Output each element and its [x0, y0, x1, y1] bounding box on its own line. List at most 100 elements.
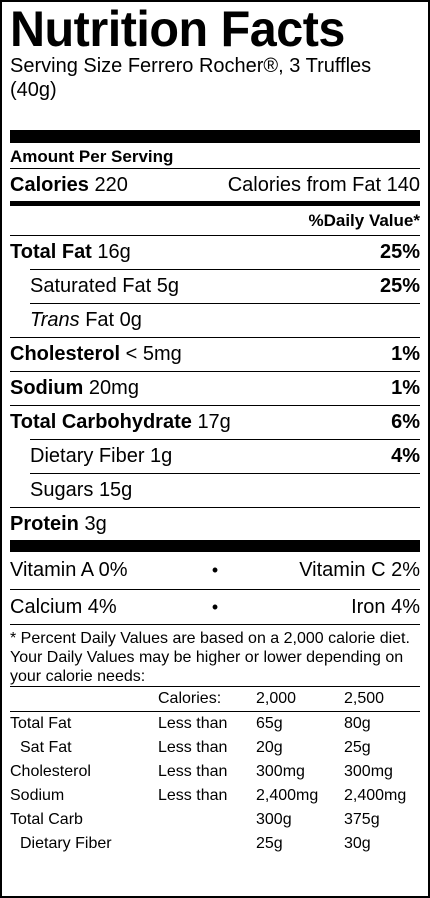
table-cell: Sodium: [10, 787, 65, 804]
vitamin-left: Vitamin A 0%: [10, 559, 128, 581]
nutrient-label: Total Fat: [10, 241, 92, 263]
calories-value: 220: [94, 173, 128, 196]
table-row: Dietary Fiber 25g 30g: [10, 832, 420, 856]
table-cell: 2,500: [344, 690, 385, 707]
table-row: Total Carb 300g 375g: [10, 808, 420, 832]
vitamin-row: Calcium 4% • Iron 4%: [10, 590, 420, 624]
divider: [10, 168, 420, 169]
calories-from-fat-cell: Calories from Fat 140: [228, 174, 420, 197]
nutrient-dv: 25%: [379, 275, 420, 297]
footnote-table: Calories: 2,000 2,500 Total Fat Less tha…: [10, 687, 420, 856]
nutrient-label: Saturated Fat: [30, 275, 152, 297]
daily-value-header-row: %Daily Value*: [10, 206, 420, 235]
nutrient-dv: 1%: [391, 377, 420, 399]
label-title: Nutrition Facts: [10, 1, 345, 57]
table-cell: 300mg: [256, 763, 305, 780]
table-cell: Less than: [158, 763, 228, 780]
vitamin-left: Calcium 4%: [10, 595, 117, 618]
nutrient-label: Sodium: [10, 377, 84, 399]
nutrient-row-protein: Protein 3g: [10, 508, 420, 540]
divider: [10, 686, 420, 687]
divider: [10, 337, 420, 338]
table-cell: 25g: [344, 739, 371, 756]
nutrient-label: Fat: [85, 309, 115, 331]
nutrient-dv: 4%: [391, 445, 420, 467]
table-cell: 2,400mg: [344, 787, 407, 804]
table-cell: 2,000: [256, 690, 297, 707]
nutrient-row-trans-fat: Trans Fat 0g: [10, 304, 420, 337]
serving-size: Serving Size Ferrero Rocher®, 3 Truffles…: [10, 55, 372, 101]
daily-value-header: %Daily Value*: [308, 210, 420, 230]
table-row: Total Fat Less than 65g 80g: [10, 712, 420, 737]
table-cell: Dietary Fiber: [20, 835, 112, 852]
nutrient-row-sugars: Sugars 15g: [10, 474, 420, 507]
nutrient-row-dietary-fiber: Dietary Fiber 1g 4%: [10, 440, 420, 473]
nutrient-label: Sugars: [30, 479, 94, 501]
table-cell: Calories:: [158, 690, 222, 707]
nutrient-label: Protein: [10, 512, 79, 535]
footnote: * Percent Daily Values are based on a 2,…: [10, 630, 410, 685]
nutrient-dv: 6%: [391, 411, 420, 433]
divider: [30, 439, 420, 440]
table-row: Sodium Less than 2,400mg 2,400mg: [10, 784, 420, 808]
thick-divider: [10, 540, 420, 552]
nutrient-value: 20mg: [88, 377, 139, 399]
thick-divider: [10, 130, 420, 143]
table-cell: [158, 808, 256, 832]
divider: [10, 589, 420, 590]
table-cell: [10, 687, 158, 712]
divider: [10, 507, 420, 508]
table-cell: 80g: [344, 715, 371, 732]
table-cell: 300g: [256, 811, 292, 828]
nutrient-value: 0g: [119, 309, 142, 331]
calories-label: Calories: [10, 173, 89, 196]
nutrient-label: Dietary Fiber: [30, 445, 145, 467]
nutrient-value: 1g: [150, 445, 173, 467]
calories-row: Calories 220 Calories from Fat 140: [10, 169, 420, 201]
table-cell: 25g: [256, 835, 283, 852]
nutrient-value: 15g: [98, 479, 133, 501]
medium-divider: [10, 201, 420, 206]
divider: [30, 303, 420, 304]
table-row: Cholesterol Less than 300mg 300mg: [10, 760, 420, 784]
nutrient-value: < 5mg: [125, 343, 182, 365]
footnote-table-header: Calories: 2,000 2,500: [10, 687, 420, 712]
table-cell: 2,400mg: [256, 787, 319, 804]
table-row: Sat Fat Less than 20g 25g: [10, 736, 420, 760]
table-cell: 300mg: [344, 763, 393, 780]
table-cell: 375g: [344, 811, 380, 828]
table-cell: Sat Fat: [20, 739, 72, 756]
divider: [10, 235, 420, 236]
table-cell: Total Fat: [10, 715, 72, 732]
nutrient-dv: 25%: [379, 241, 420, 263]
nutrient-value: 17g: [197, 411, 231, 433]
nutrient-dv: 1%: [391, 343, 420, 365]
vitamin-right: Iron 4%: [351, 595, 420, 618]
nutrient-row-saturated-fat: Saturated Fat 5g 25%: [10, 270, 420, 303]
amount-per-serving-label: Amount Per Serving: [10, 146, 174, 166]
calories-from-fat-label: Calories from Fat: [227, 173, 382, 196]
nutrient-label-italic: Trans: [30, 309, 80, 331]
bullet-separator: •: [211, 596, 219, 617]
vitamin-right: Vitamin C 2%: [299, 559, 420, 581]
divider: [10, 371, 420, 372]
nutrient-value: 16g: [97, 241, 131, 263]
calories-from-fat-value: 140: [386, 173, 420, 196]
table-cell: Cholesterol: [10, 763, 91, 780]
nutrient-row-sodium: Sodium 20mg 1%: [10, 372, 420, 405]
bullet-separator: •: [211, 560, 219, 580]
table-cell: [158, 832, 256, 856]
calories-cell: Calories 220: [10, 174, 128, 197]
table-cell: 20g: [256, 739, 283, 756]
nutrient-row-cholesterol: Cholesterol < 5mg 1%: [10, 338, 420, 371]
nutrient-value: 3g: [84, 512, 107, 535]
vitamin-row: Vitamin A 0% • Vitamin C 2%: [10, 552, 420, 589]
table-cell: 30g: [344, 835, 371, 852]
amount-per-serving-row: Amount Per Serving: [10, 143, 420, 168]
divider: [10, 624, 420, 625]
nutrient-label: Cholesterol: [10, 343, 121, 365]
nutrient-row-total-carbohydrate: Total Carbohydrate 17g 6%: [10, 406, 420, 439]
divider: [30, 269, 420, 270]
nutrient-value: 5g: [156, 275, 179, 297]
